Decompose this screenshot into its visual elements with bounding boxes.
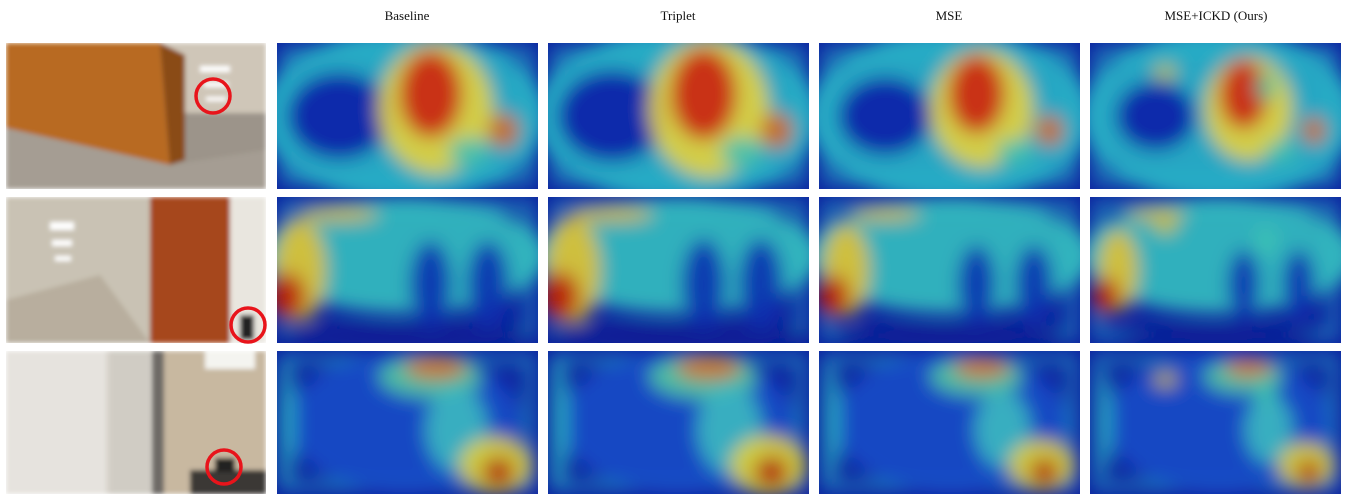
column-header: MSE [936,8,963,23]
input-photo [6,43,266,189]
input-photo [6,351,266,494]
column-header: MSE+ICKD (Ours) [1164,8,1267,23]
attention-heatmap [1080,28,1347,203]
attention-heatmap [819,351,1080,494]
attention-heatmap [534,28,821,203]
attention-heatmap [1090,351,1341,494]
column-header: Baseline [385,8,430,23]
page: Baseline Triplet MSE MSE+ICKD (Ours) [0,0,1347,494]
column-header: Triplet [661,8,696,23]
input-photo [6,197,266,343]
attention-heatmap [261,28,548,203]
attention-heatmap [261,197,548,344]
attention-heatmap [807,28,1094,203]
attention-heatmap [1080,197,1347,343]
attention-heatmap [807,197,1094,344]
figure: Baseline Triplet MSE MSE+ICKD (Ours) [0,0,1347,494]
attention-heatmap [548,351,809,494]
attention-heatmap [277,351,538,494]
attention-heatmap [534,197,821,345]
